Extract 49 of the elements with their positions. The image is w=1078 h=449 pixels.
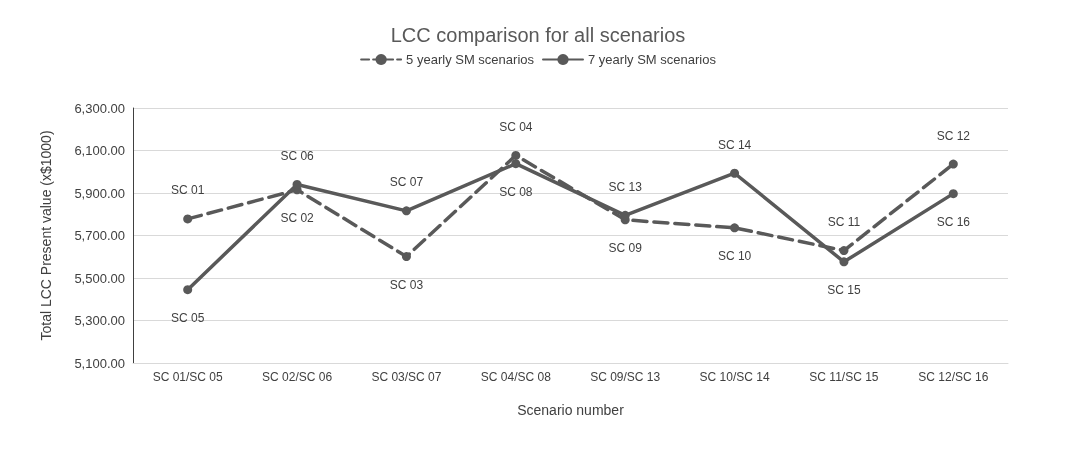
point bbox=[948, 159, 958, 169]
x-tick-label: SC 04/SC 08 bbox=[480, 370, 552, 384]
data-label: SC 10 bbox=[717, 249, 752, 264]
point bbox=[511, 150, 521, 160]
x-tick-label: SC 01/SC 05 bbox=[152, 370, 224, 384]
point bbox=[401, 252, 411, 262]
y-tick-label: 5,700.00 bbox=[74, 228, 125, 243]
data-label: SC 09 bbox=[608, 241, 643, 256]
legend-label: 5 yearly SM scenarios bbox=[406, 52, 535, 67]
point bbox=[730, 223, 740, 233]
point bbox=[401, 206, 411, 216]
data-label: SC 14 bbox=[717, 137, 752, 152]
x-tick-label: SC 12/SC 16 bbox=[918, 370, 989, 384]
point bbox=[948, 189, 958, 199]
data-label: SC 06 bbox=[280, 149, 315, 163]
data-label: SC 07 bbox=[389, 175, 424, 190]
x-tick-label: SC 09/SC 13 bbox=[590, 370, 661, 384]
data-label: SC 04 bbox=[499, 119, 533, 134]
legend-label: 7 yearly SM scenarios bbox=[588, 52, 717, 67]
point bbox=[511, 159, 521, 169]
data-label: SC 13 bbox=[608, 179, 643, 194]
data-label: SC 03 bbox=[389, 278, 424, 293]
y-tick-label: 6,100.00 bbox=[74, 143, 125, 158]
y-tick-label: 5,300.00 bbox=[74, 313, 125, 328]
point bbox=[839, 246, 849, 256]
x-tick-label: SC 03/SC 07 bbox=[371, 370, 442, 384]
point bbox=[183, 285, 193, 295]
data-label: SC 15 bbox=[827, 283, 861, 298]
y-tick-label: 5,100.00 bbox=[74, 355, 125, 371]
data-label: SC 08 bbox=[499, 185, 533, 200]
x-axis-title: Scenario number bbox=[517, 402, 625, 418]
data-label: SC 12 bbox=[936, 128, 971, 143]
x-tick-label: SC 02/SC 06 bbox=[262, 370, 333, 384]
y-axis-title: Total LCC Present value (x$1000) bbox=[38, 130, 54, 341]
point bbox=[183, 214, 193, 224]
data-label: SC 02 bbox=[280, 211, 315, 226]
y-tick-label: 5,500.00 bbox=[74, 270, 125, 286]
point bbox=[730, 168, 740, 178]
y-tick-label: 6,300.00 bbox=[74, 100, 125, 116]
data-label: SC 16 bbox=[936, 215, 971, 230]
x-tick-label: SC 10/SC 14 bbox=[699, 370, 770, 384]
y-tick-label: 5,900.00 bbox=[74, 185, 125, 201]
data-label: SC 11 bbox=[827, 215, 861, 230]
point bbox=[292, 180, 302, 189]
point bbox=[839, 257, 849, 267]
chart-title: LCC comparison for all scenarios bbox=[390, 24, 686, 46]
x-tick-label: SC 11/SC 15 bbox=[809, 370, 879, 384]
data-label: SC 05 bbox=[171, 311, 205, 326]
data-label: SC 01 bbox=[171, 183, 205, 198]
